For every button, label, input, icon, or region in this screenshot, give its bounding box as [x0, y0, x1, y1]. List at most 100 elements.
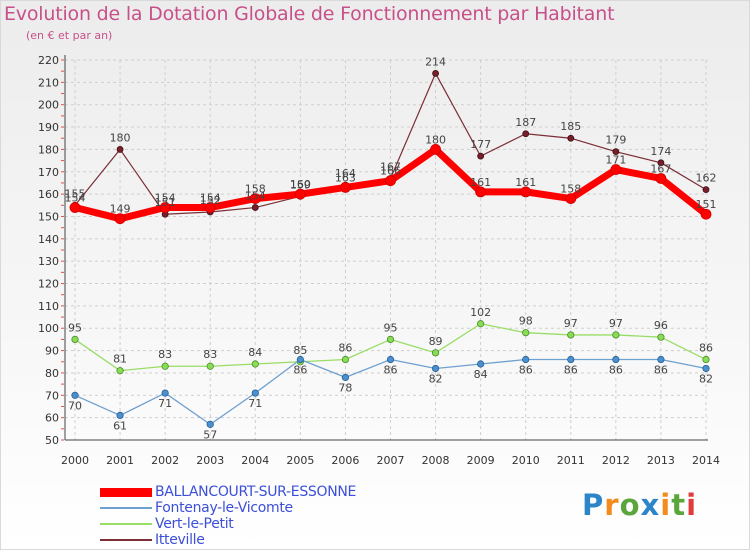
- data-label: 164: [335, 167, 356, 180]
- y-tick-label: 150: [38, 210, 59, 223]
- y-tick-label: 70: [45, 389, 59, 402]
- data-point: [657, 333, 665, 341]
- legend-label: Vert-le-Petit: [155, 516, 234, 532]
- data-label: 161: [470, 176, 491, 189]
- data-label: 154: [200, 192, 221, 205]
- data-label: 149: [110, 203, 131, 216]
- data-point: [612, 355, 620, 364]
- data-point: [657, 355, 665, 364]
- data-label: 71: [158, 397, 172, 410]
- data-label: 162: [696, 172, 717, 185]
- y-tick-label: 140: [38, 233, 59, 246]
- data-label: 86: [293, 364, 307, 377]
- data-label: 86: [609, 364, 623, 377]
- data-point: [477, 152, 485, 160]
- data-point: [294, 188, 306, 200]
- data-point: [522, 355, 530, 364]
- data-point: [341, 355, 350, 364]
- x-tick-label: 2002: [151, 454, 179, 467]
- logo-letter: P: [582, 488, 605, 522]
- data-label: 70: [68, 399, 82, 412]
- chart-subtitle: (en € et par an): [26, 29, 113, 42]
- data-label: 180: [425, 133, 446, 146]
- data-point: [251, 389, 259, 397]
- data-label: 95: [384, 321, 398, 334]
- y-tick-label: 200: [38, 99, 59, 112]
- x-tick-label: 2005: [286, 454, 314, 467]
- x-tick-label: 2006: [331, 454, 359, 467]
- data-point: [206, 420, 214, 428]
- chart-title: Evolution de la Dotation Globale de Fonc…: [4, 3, 615, 25]
- legend-label: BALLANCOURT-SUR-ESSONNE: [155, 484, 357, 500]
- data-label: 97: [609, 317, 623, 330]
- data-label: 158: [245, 183, 266, 196]
- data-label: 57: [203, 428, 217, 441]
- y-tick-label: 170: [38, 166, 59, 179]
- data-label: 81: [113, 353, 127, 366]
- y-tick-label: 110: [38, 300, 59, 313]
- data-label: 102: [470, 306, 491, 319]
- data-label: 160: [290, 178, 311, 191]
- data-label: 154: [245, 190, 266, 203]
- data-point: [431, 349, 440, 357]
- legend-label: Itteville: [155, 532, 205, 548]
- data-point: [522, 329, 530, 337]
- data-point: [655, 173, 667, 184]
- logo-letter: t: [671, 488, 687, 522]
- data-label: 83: [158, 348, 172, 361]
- y-tick-label: 120: [38, 278, 59, 291]
- data-point: [702, 186, 710, 194]
- x-tick-label: 2013: [647, 454, 675, 467]
- data-point: [71, 335, 79, 344]
- data-label: 96: [654, 319, 668, 332]
- y-tick-label: 160: [38, 188, 59, 201]
- data-point: [567, 355, 575, 364]
- y-tick-label: 220: [38, 54, 59, 67]
- data-label: 174: [650, 145, 671, 158]
- legend-label: Fontenay-le-Vicomte: [155, 500, 293, 516]
- data-point: [116, 146, 124, 153]
- data-label: 85: [293, 344, 307, 357]
- x-tick-label: 2001: [106, 454, 134, 467]
- data-point: [116, 411, 124, 420]
- data-label: 82: [429, 372, 443, 385]
- data-label: 95: [68, 321, 82, 334]
- y-tick-label: 190: [38, 121, 59, 134]
- data-point: [702, 355, 710, 364]
- data-label: 86: [519, 364, 533, 377]
- data-label: 179: [605, 134, 626, 147]
- data-point: [159, 202, 171, 213]
- data-point: [612, 331, 620, 339]
- data-point: [204, 202, 216, 213]
- data-point: [567, 134, 575, 142]
- data-point: [565, 193, 577, 204]
- data-point: [610, 164, 622, 175]
- data-point: [71, 391, 79, 399]
- data-label: 159: [290, 178, 311, 191]
- data-point: [431, 364, 440, 373]
- legend-swatch: [100, 523, 152, 525]
- data-label: 155: [65, 187, 86, 200]
- data-label: 154: [155, 192, 176, 205]
- x-tick-label: 2012: [602, 454, 630, 467]
- data-label: 84: [248, 346, 262, 359]
- data-point: [520, 186, 532, 198]
- logo-letter: i: [686, 488, 698, 522]
- logo-letter: o: [619, 488, 641, 522]
- data-label: 84: [474, 368, 488, 381]
- x-tick-label: 2010: [512, 454, 540, 467]
- x-tick-label: 2008: [422, 454, 450, 467]
- data-point: [251, 204, 259, 211]
- data-point: [700, 208, 712, 220]
- data-point: [430, 144, 441, 155]
- data-point: [296, 355, 304, 364]
- x-tick-label: 2011: [557, 454, 585, 467]
- data-point: [386, 335, 395, 344]
- data-label: 86: [654, 364, 668, 377]
- legend-swatch: [100, 507, 152, 509]
- data-label: 154: [65, 192, 86, 205]
- data-point: [522, 130, 530, 138]
- data-label: 166: [380, 165, 401, 178]
